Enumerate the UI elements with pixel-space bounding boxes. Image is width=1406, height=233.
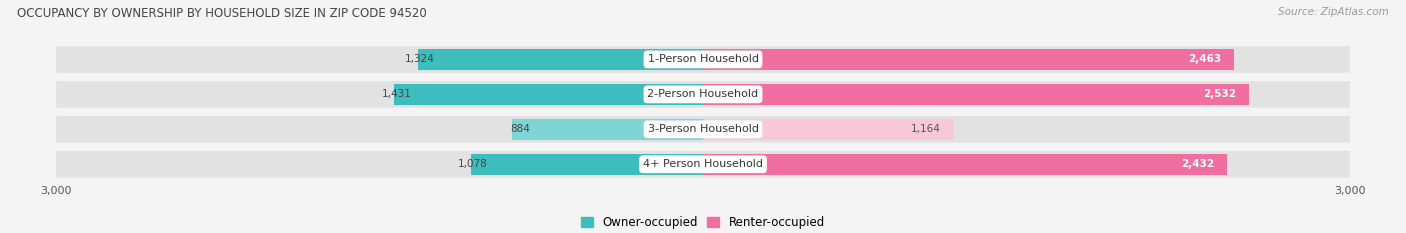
Legend: Owner-occupied, Renter-occupied: Owner-occupied, Renter-occupied [581,216,825,229]
FancyBboxPatch shape [56,116,1350,143]
Text: 2,432: 2,432 [1181,159,1215,169]
Text: 2,463: 2,463 [1188,55,1220,64]
Bar [703,154,1227,175]
Text: 1,078: 1,078 [458,159,488,169]
Bar [703,84,1249,105]
FancyBboxPatch shape [56,81,1350,108]
Bar [703,49,1234,70]
Text: 884: 884 [510,124,530,134]
Bar [395,84,703,105]
Text: 2-Person Household: 2-Person Household [647,89,759,99]
Bar [703,119,953,140]
Text: 4+ Person Household: 4+ Person Household [643,159,763,169]
Text: 1,324: 1,324 [405,55,434,64]
Bar [512,119,703,140]
Bar [471,154,703,175]
FancyBboxPatch shape [56,151,1350,178]
Text: 2,532: 2,532 [1204,89,1236,99]
Text: 1-Person Household: 1-Person Household [648,55,758,64]
Text: 1,164: 1,164 [911,124,941,134]
Text: OCCUPANCY BY OWNERSHIP BY HOUSEHOLD SIZE IN ZIP CODE 94520: OCCUPANCY BY OWNERSHIP BY HOUSEHOLD SIZE… [17,7,426,20]
Text: 3-Person Household: 3-Person Household [648,124,758,134]
Bar [418,49,703,70]
Text: 1,431: 1,431 [382,89,412,99]
Text: Source: ZipAtlas.com: Source: ZipAtlas.com [1278,7,1389,17]
FancyBboxPatch shape [56,46,1350,73]
